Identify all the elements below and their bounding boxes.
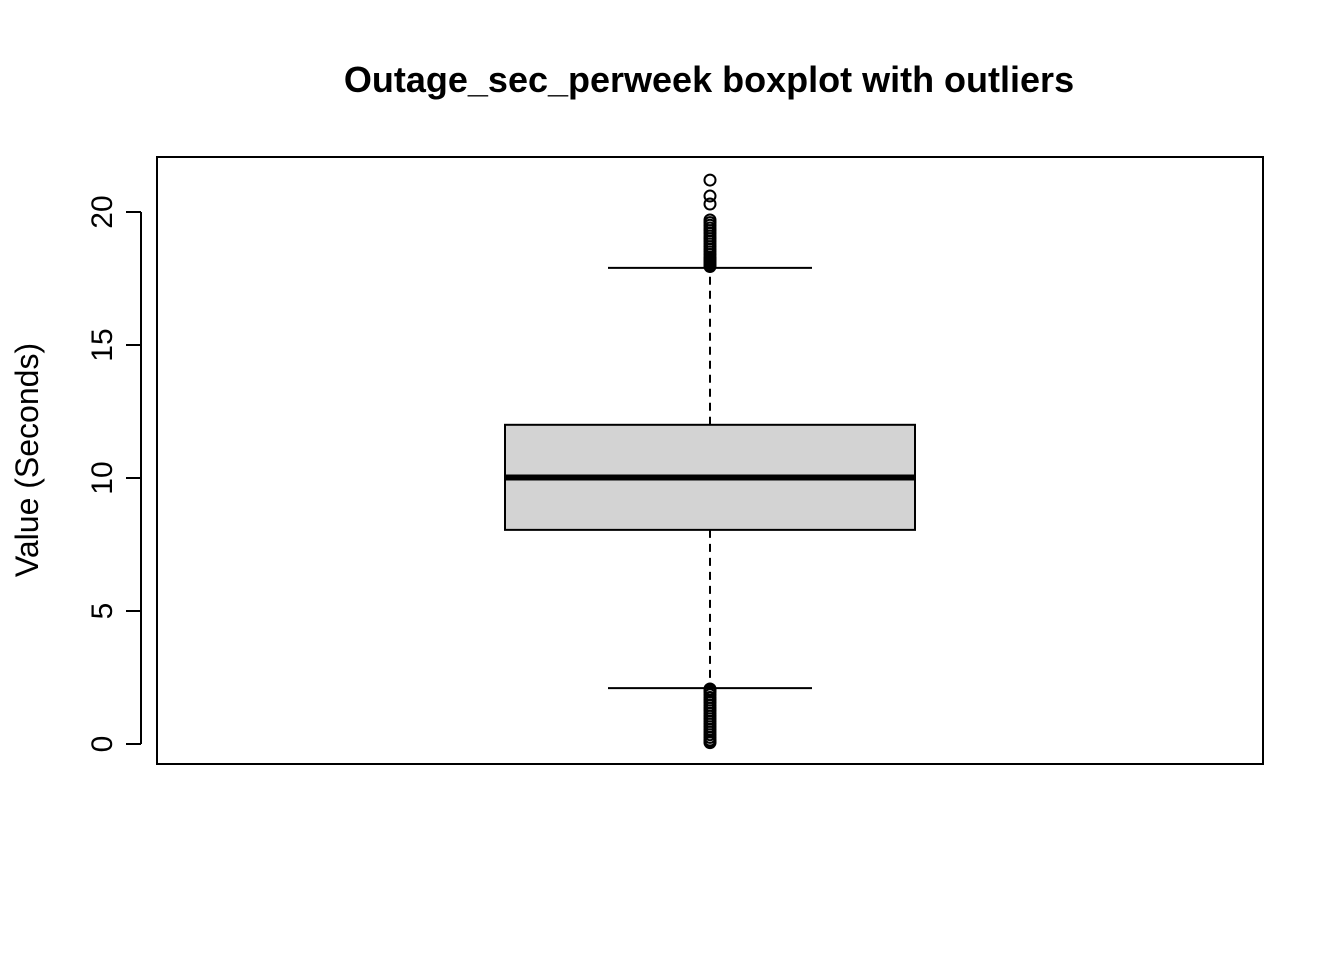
outlier-point [703, 213, 717, 227]
outlier-point [703, 173, 717, 187]
y-tick-label: 15 [86, 328, 119, 361]
outlier-point [703, 682, 717, 696]
y-axis-label: Value (Seconds) [9, 343, 45, 577]
plot-frame [156, 156, 1264, 765]
y-tick-label: 5 [86, 603, 119, 620]
boxplot [504, 266, 916, 690]
y-tick-label: 10 [86, 461, 119, 494]
y-axis: 0 5 10 15 20 [86, 195, 142, 753]
outlier-points [703, 173, 717, 750]
chart-title: Outage_sec_perweek boxplot with outliers [344, 59, 1074, 100]
y-tick-label: 20 [86, 195, 119, 228]
y-tick-label: 0 [86, 736, 119, 753]
outlier-point [703, 197, 717, 211]
outlier-point [703, 189, 717, 203]
